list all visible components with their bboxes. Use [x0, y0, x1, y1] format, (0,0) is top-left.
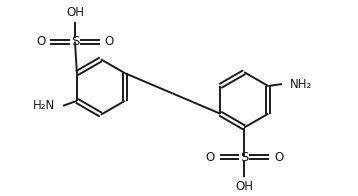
Text: NH₂: NH₂: [290, 78, 312, 91]
Text: O: O: [274, 151, 283, 164]
Text: O: O: [205, 151, 214, 164]
Text: H₂N: H₂N: [33, 99, 55, 112]
Text: S: S: [71, 35, 79, 48]
Text: S: S: [240, 151, 248, 164]
Text: OH: OH: [66, 6, 84, 19]
Text: O: O: [36, 35, 45, 48]
Text: O: O: [105, 35, 114, 48]
Text: OH: OH: [235, 180, 253, 193]
